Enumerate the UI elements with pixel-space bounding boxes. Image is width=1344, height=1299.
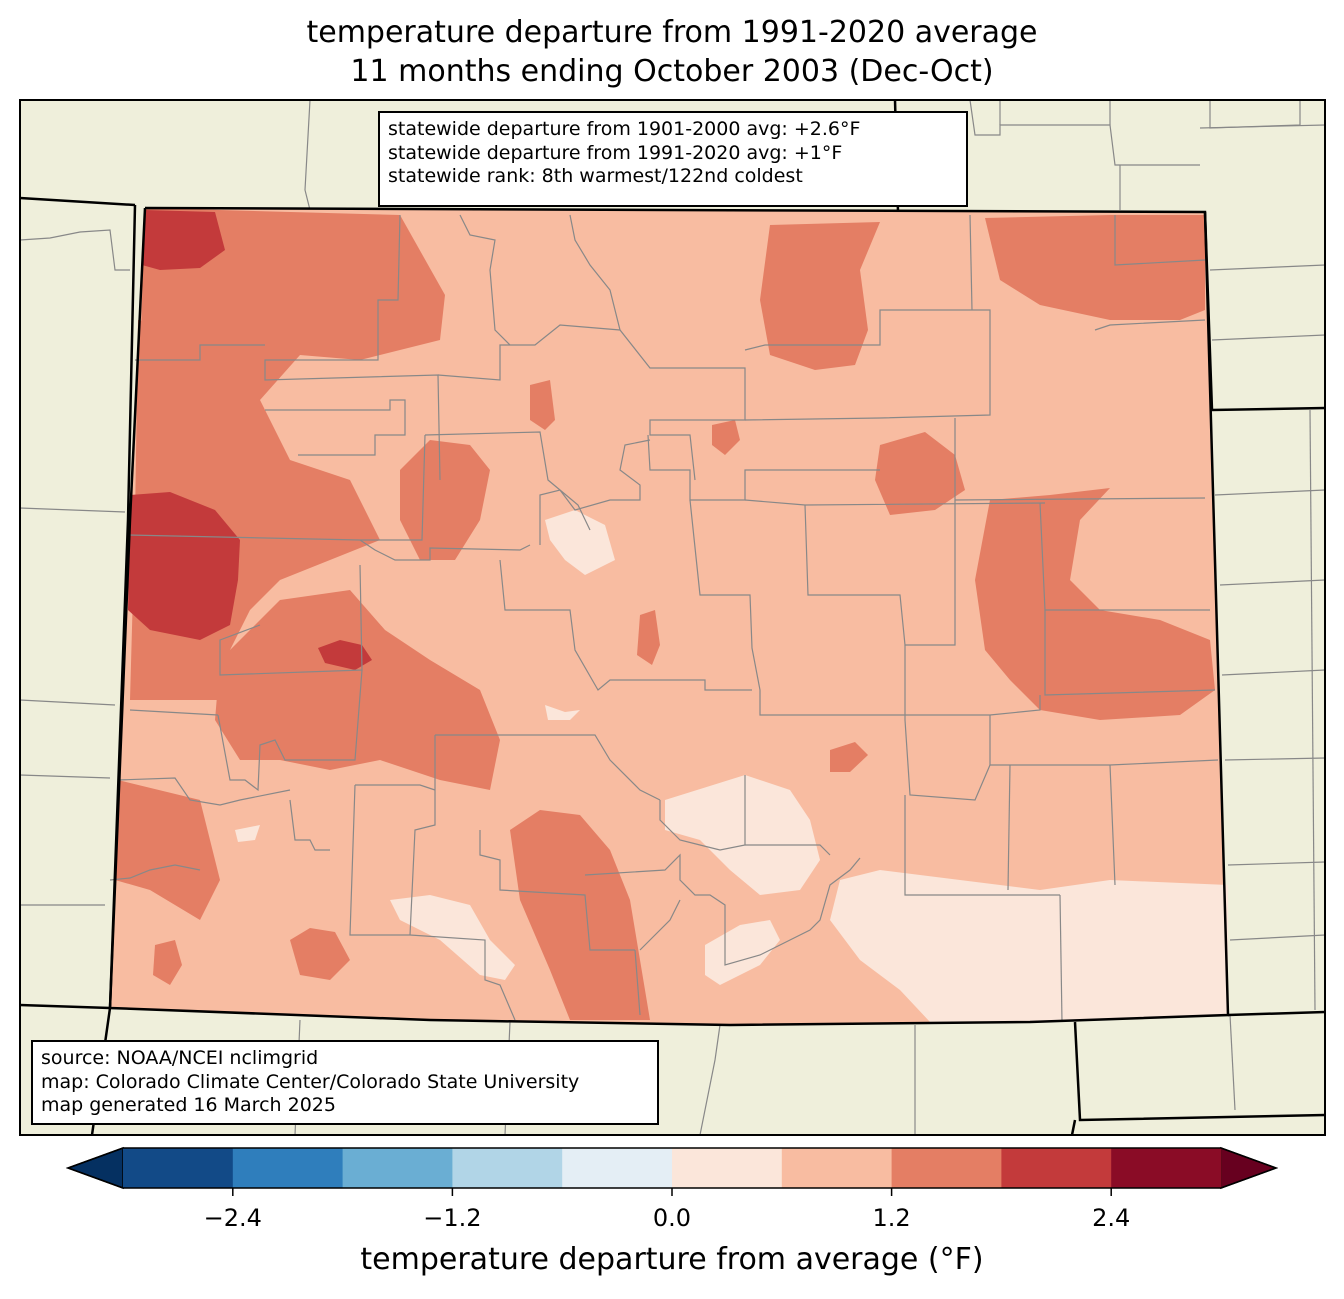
- colorbar-segment: [232, 1148, 344, 1188]
- colorbar: [65, 1146, 1279, 1190]
- map-title-line2: 11 months ending October 2003 (Dec-Oct): [350, 54, 994, 89]
- colorbar-outline: [65, 1147, 1279, 1189]
- map-title-line1: temperature departure from 1991-2020 ave…: [306, 15, 1038, 50]
- colorbar-label: temperature departure from average (°F): [360, 1242, 984, 1277]
- source-line-map: map: Colorado Climate Center/Colorado St…: [41, 1070, 580, 1093]
- source-line-data: source: NOAA/NCEI nclimgrid: [41, 1047, 319, 1069]
- colorbar-under-arrow: [65, 1146, 124, 1190]
- colorbar-segment: [1111, 1148, 1222, 1188]
- colorbar-ticks: −2.4 −1.2 0.0 1.2 2.4: [204, 1188, 1130, 1232]
- colorbar-tick-label: −2.4: [204, 1204, 262, 1232]
- colorbar-segment: [452, 1148, 563, 1188]
- colorbar-tick-label: −1.2: [423, 1204, 481, 1232]
- colorbar-segment: [1001, 1148, 1112, 1188]
- colorbar-tick-label: 1.2: [873, 1204, 911, 1232]
- map-frame: [19, 99, 1326, 1136]
- statewide-stats-box: statewide departure from 1901-2000 avg: …: [378, 111, 968, 207]
- colorado-base: [110, 208, 1228, 1025]
- colorbar-tick-label: 0.0: [653, 1204, 691, 1232]
- colorbar-segment: [123, 1148, 234, 1188]
- source-box: source: NOAA/NCEI nclimgrid map: Colorad…: [31, 1040, 659, 1125]
- source-line-generated: map generated 16 March 2025: [41, 1094, 336, 1116]
- stats-line-departure-1991: statewide departure from 1991-2020 avg: …: [388, 141, 843, 164]
- colorbar-tick-label: 2.4: [1092, 1204, 1130, 1232]
- stats-line-departure-1901: statewide departure from 1901-2000 avg: …: [388, 118, 861, 140]
- colorado-county-lines: [109, 214, 1219, 1023]
- colorbar-segment: [342, 1148, 453, 1188]
- colorbar-segment: [672, 1148, 783, 1188]
- colorbar-segment: [891, 1148, 1002, 1188]
- colorbar-segment: [781, 1148, 893, 1188]
- colorbar-segment: [562, 1148, 673, 1188]
- mild-regions: [235, 510, 1228, 1022]
- colorbar-over-arrow: [1220, 1146, 1279, 1190]
- stats-line-rank: statewide rank: 8th warmest/122nd coldes…: [388, 165, 803, 187]
- hot-regions: [128, 210, 372, 670]
